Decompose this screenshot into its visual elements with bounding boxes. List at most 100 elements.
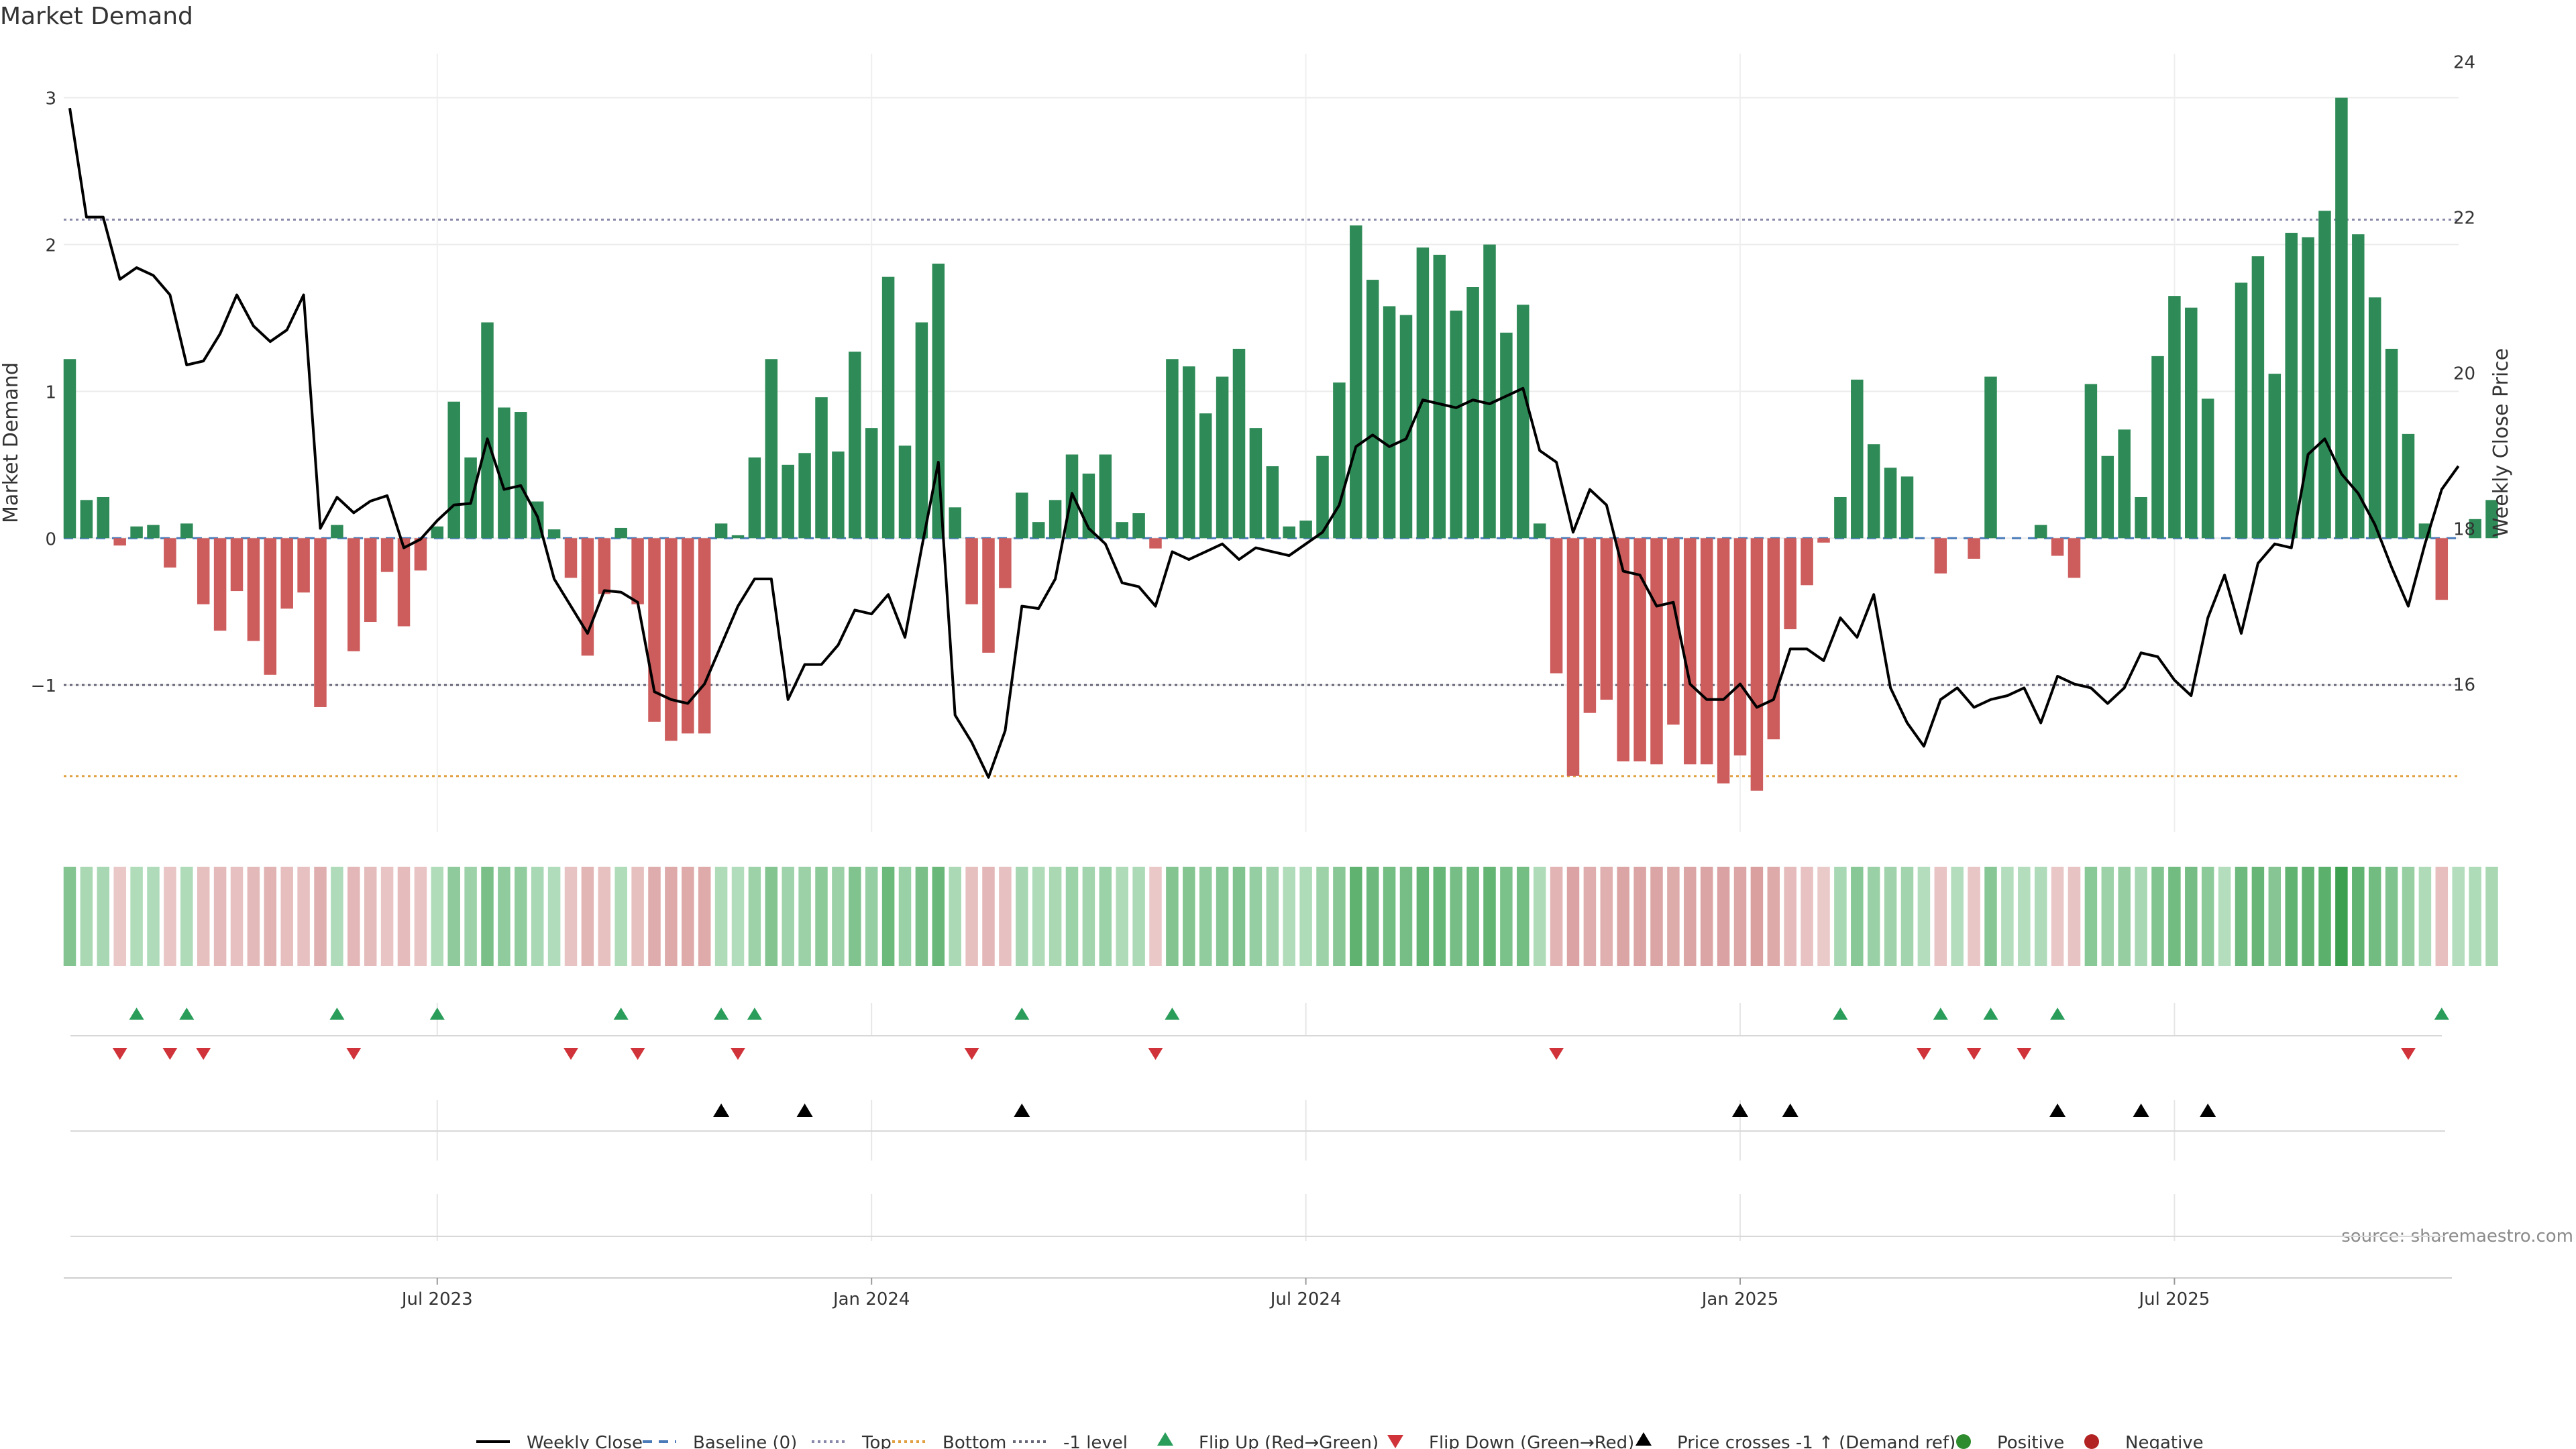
- demand-bar: [1299, 521, 1312, 539]
- heat-cell: [481, 867, 494, 966]
- heat-cell: [63, 867, 76, 966]
- flip-down-marker: [1549, 1048, 1564, 1060]
- heat-cell: [982, 867, 995, 966]
- demand-bar: [765, 359, 778, 539]
- legend-label-9: Negative: [2125, 1433, 2204, 1449]
- heat-cell: [698, 867, 711, 966]
- heat-cell: [1951, 867, 1964, 966]
- heat-cell: [1767, 867, 1780, 966]
- heat-cell: [1065, 867, 1079, 966]
- demand-bar: [280, 538, 293, 609]
- demand-bar: [113, 538, 126, 546]
- flip-down-marker: [630, 1048, 645, 1060]
- heat-cell: [949, 867, 961, 966]
- demand-bar: [2318, 211, 2331, 539]
- demand-bar: [2368, 297, 2381, 539]
- heat-cell: [1667, 867, 1680, 966]
- legend-label-8: Positive: [1997, 1433, 2064, 1449]
- demand-bar: [1733, 538, 1747, 756]
- heat-cell: [2185, 867, 2198, 966]
- heat-cell: [1283, 867, 1295, 966]
- demand-bar: [915, 322, 928, 539]
- heat-cell: [1316, 867, 1329, 966]
- flip-up-marker: [329, 1008, 345, 1020]
- heat-cell: [932, 867, 945, 966]
- heat-cell: [1016, 867, 1028, 966]
- heat-cell: [380, 867, 394, 966]
- heat-cell: [1851, 867, 1864, 966]
- legend-label-0: Weekly Close: [527, 1433, 643, 1449]
- heat-cell: [898, 867, 912, 966]
- flip-up-marker: [429, 1008, 445, 1020]
- heat-cell: [2285, 867, 2298, 966]
- heat-cell: [2218, 867, 2231, 966]
- demand-bar: [1166, 359, 1179, 539]
- legend-swatch-5: [1157, 1432, 1173, 1446]
- demand-bar: [1684, 538, 1697, 765]
- demand-bar: [347, 538, 360, 651]
- heat-cell: [447, 867, 460, 966]
- demand-bar: [1884, 468, 1897, 539]
- flip-up-marker: [129, 1008, 144, 1020]
- heat-cell: [2452, 867, 2465, 966]
- demand-bar: [464, 457, 477, 539]
- legend-label-4: -1 level: [1063, 1433, 1128, 1449]
- demand-bar: [2135, 496, 2147, 539]
- demand-bar: [331, 525, 343, 539]
- heat-cell: [2101, 867, 2114, 966]
- flip-down-marker: [564, 1048, 578, 1060]
- demand-bar: [1016, 492, 1028, 539]
- demand-bar: [1550, 538, 1563, 674]
- legend-label-1: Baseline (0): [693, 1433, 797, 1449]
- demand-bar: [2251, 256, 2265, 539]
- demand-bar: [1500, 332, 1513, 539]
- heat-cell: [2018, 867, 2031, 966]
- flip-up-marker: [1014, 1008, 1030, 1020]
- demand-bar: [798, 453, 811, 539]
- demand-bar: [2352, 234, 2365, 539]
- heat-cell: [2435, 867, 2449, 966]
- heat-cell: [1166, 867, 1179, 966]
- heat-cell: [1968, 867, 1980, 966]
- heat-cell: [1984, 867, 1997, 966]
- heat-cell: [1466, 867, 1479, 966]
- heat-cell: [1500, 867, 1513, 966]
- heat-cell: [748, 867, 761, 966]
- demand-bar: [1533, 523, 1546, 539]
- right-tick-label: 18: [2453, 520, 2475, 540]
- heat-cell: [414, 867, 427, 966]
- flip-up-marker: [613, 1008, 629, 1020]
- heat-cell: [1249, 867, 1263, 966]
- demand-bar: [949, 507, 961, 539]
- demand-bar: [1483, 244, 1496, 539]
- heat-cell: [297, 867, 310, 966]
- heat-cell: [2268, 867, 2282, 966]
- heat-cell: [1533, 867, 1546, 966]
- grid-layer: [64, 54, 2459, 1241]
- demand-bar: [1132, 513, 1145, 539]
- demand-bar: [1650, 538, 1663, 765]
- demand-bar: [1283, 526, 1295, 539]
- heat-cell: [915, 867, 928, 966]
- heat-cell: [1583, 867, 1597, 966]
- heat-cell: [648, 867, 661, 966]
- demand-bar: [164, 538, 176, 568]
- heat-cell: [881, 867, 895, 966]
- heat-cell: [1784, 867, 1796, 966]
- heat-cell: [2135, 867, 2147, 966]
- flip-down-marker: [346, 1048, 362, 1060]
- heat-cell: [1884, 867, 1897, 966]
- heat-cell: [1900, 867, 1914, 966]
- demand-bar: [1099, 454, 1112, 539]
- demand-bar: [2034, 525, 2047, 539]
- heat-cell: [1082, 867, 1095, 966]
- weekly-close-layer: [68, 107, 2460, 779]
- left-axis-title: Market Demand: [0, 362, 23, 523]
- heat-cell: [2318, 867, 2331, 966]
- heat-cell: [80, 867, 93, 966]
- demand-bar: [1383, 306, 1396, 539]
- heat-cell: [1450, 867, 1462, 966]
- demand-bar: [2201, 398, 2214, 539]
- demand-bar: [881, 276, 895, 539]
- heat-cell: [331, 867, 343, 966]
